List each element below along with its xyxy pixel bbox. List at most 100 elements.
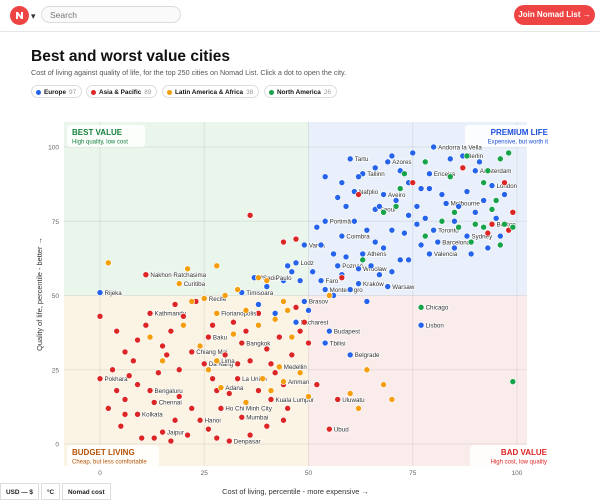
city-dot[interactable] xyxy=(255,321,262,329)
city-dot[interactable] xyxy=(271,369,279,377)
city-dot[interactable] xyxy=(196,342,204,350)
city-label[interactable]: Warsaw xyxy=(391,283,415,292)
city-dot[interactable] xyxy=(392,203,400,210)
city-dot[interactable] xyxy=(363,298,371,305)
city-dot[interactable] xyxy=(146,333,154,341)
city-label[interactable]: Andorra la Vella xyxy=(437,144,483,153)
city-label[interactable]: Barcelona xyxy=(441,239,471,248)
city-dot[interactable] xyxy=(288,268,296,276)
city-dot[interactable] xyxy=(371,164,379,172)
city-dot[interactable] xyxy=(138,434,145,442)
city-dot[interactable] xyxy=(371,238,379,246)
city-dot[interactable] xyxy=(230,330,237,338)
city-dot[interactable] xyxy=(376,271,383,279)
city-dot[interactable] xyxy=(150,434,158,442)
city-dot[interactable] xyxy=(217,405,225,412)
city-dot[interactable] xyxy=(184,265,191,273)
city-dot[interactable] xyxy=(426,250,433,258)
city-dot[interactable] xyxy=(463,188,471,195)
city-dot[interactable] xyxy=(134,336,141,344)
city-label[interactable]: Jaipur xyxy=(166,429,184,438)
city-dot[interactable] xyxy=(484,244,492,252)
city-label[interactable]: Chicago xyxy=(425,304,450,313)
city-dot[interactable] xyxy=(142,271,150,279)
city-label[interactable]: Sao Paulo xyxy=(262,274,293,283)
city-dot[interactable] xyxy=(484,167,492,175)
city-dot[interactable] xyxy=(134,381,141,388)
city-dot[interactable] xyxy=(313,381,321,388)
city-dot[interactable] xyxy=(446,173,454,180)
city-dot[interactable] xyxy=(417,241,425,249)
city-dot[interactable] xyxy=(471,209,479,216)
city-dot[interactable] xyxy=(346,351,354,359)
city-dot[interactable] xyxy=(255,274,262,281)
city-dot[interactable] xyxy=(421,214,429,222)
city-dot[interactable] xyxy=(188,405,196,412)
city-dot[interactable] xyxy=(175,280,183,287)
city-dot[interactable] xyxy=(455,223,462,231)
city-label[interactable]: Toronto xyxy=(437,227,460,236)
city-dot[interactable] xyxy=(217,384,225,391)
city-dot[interactable] xyxy=(280,416,287,424)
city-dot[interactable] xyxy=(267,360,275,368)
city-dot[interactable] xyxy=(171,301,179,308)
city-label[interactable]: Azores xyxy=(391,158,412,167)
city-label[interactable]: Wrocław xyxy=(362,265,388,274)
city-dot[interactable] xyxy=(225,437,233,445)
city-dot[interactable] xyxy=(301,241,308,249)
city-dot[interactable] xyxy=(438,191,446,198)
city-dot[interactable] xyxy=(238,339,246,347)
legend-pill-asia-pacific[interactable]: Asia & Pacific 89 xyxy=(86,85,158,98)
city-dot[interactable] xyxy=(334,262,341,270)
city-label[interactable]: Kraków xyxy=(362,280,385,289)
city-dot[interactable] xyxy=(263,345,271,353)
city-dot[interactable] xyxy=(396,185,404,192)
city-dot[interactable] xyxy=(175,366,183,374)
city-dot[interactable] xyxy=(480,223,487,231)
city-label[interactable]: Brasov xyxy=(308,298,330,307)
city-dot[interactable] xyxy=(284,262,291,270)
city-dot[interactable] xyxy=(134,410,141,418)
city-dot[interactable] xyxy=(321,217,329,225)
city-label[interactable]: Lodz xyxy=(300,259,315,268)
city-dot[interactable] xyxy=(497,155,504,163)
legend-pill-latam-africa[interactable]: Latin America & Africa 38 xyxy=(162,85,260,98)
city-dot[interactable] xyxy=(96,375,104,382)
city-dot[interactable] xyxy=(392,197,400,204)
city-dot[interactable] xyxy=(159,342,166,350)
city-label[interactable]: Berlin xyxy=(466,152,484,161)
city-dot[interactable] xyxy=(497,232,504,240)
city-dot[interactable] xyxy=(355,265,362,273)
city-dot[interactable] xyxy=(213,310,221,317)
city-dot[interactable] xyxy=(105,259,112,267)
city-dot[interactable] xyxy=(163,351,171,359)
city-dot[interactable] xyxy=(492,214,500,222)
city-dot[interactable] xyxy=(200,360,208,368)
city-label[interactable]: Budapest xyxy=(333,328,361,337)
city-dot[interactable] xyxy=(142,321,150,329)
city-label[interactable]: Tartu xyxy=(354,155,370,164)
city-dot[interactable] xyxy=(505,149,512,157)
city-dot[interactable] xyxy=(117,422,125,430)
city-dot[interactable] xyxy=(234,286,241,293)
city-dot[interactable] xyxy=(417,321,425,329)
city-dot[interactable] xyxy=(463,232,471,240)
city-label[interactable]: Bangkok xyxy=(245,340,272,349)
city-dot[interactable] xyxy=(321,339,329,347)
city-label[interactable]: Baku xyxy=(212,334,228,343)
city-dot[interactable] xyxy=(359,256,367,264)
city-dot[interactable] xyxy=(317,277,325,284)
city-dot[interactable] xyxy=(471,167,479,175)
city-dot[interactable] xyxy=(380,209,387,216)
city-dot[interactable] xyxy=(363,366,371,374)
city-dot[interactable] xyxy=(263,277,271,284)
city-label[interactable]: Sydney xyxy=(471,233,494,242)
city-dot[interactable] xyxy=(296,369,304,377)
city-dot[interactable] xyxy=(150,399,158,406)
city-dot[interactable] xyxy=(484,229,492,237)
city-dot[interactable] xyxy=(146,310,154,317)
city-dot[interactable] xyxy=(451,244,458,252)
city-dot[interactable] xyxy=(105,405,112,412)
city-dot[interactable] xyxy=(409,149,417,157)
city-label[interactable]: Kuala Lumpur xyxy=(275,396,315,405)
